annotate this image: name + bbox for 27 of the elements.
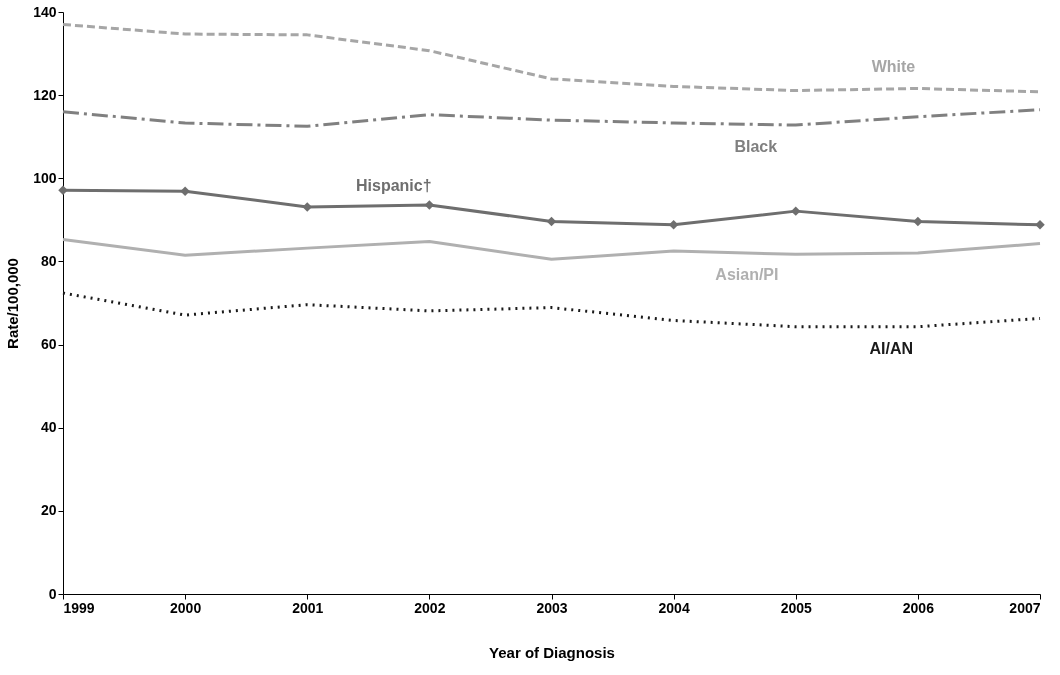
line-series (61, 237, 1042, 261)
series-label: Hispanic† (356, 177, 432, 195)
x-tick-label: 2005 (780, 599, 813, 616)
x-tick-label: 2006 (902, 599, 935, 616)
x-tick-label: 2007 (1009, 599, 1041, 616)
line-series (61, 108, 1042, 128)
series-label: White (871, 57, 916, 75)
x-tick-label: 2003 (536, 599, 568, 616)
y-tick-label: 40 (40, 419, 57, 436)
x-axis-title: Year of Diagnosis (489, 643, 615, 661)
series-label: AI/AN (869, 339, 914, 357)
y-axis-title: Rate/100,000 (4, 258, 22, 349)
x-tick-label: 2001 (292, 599, 324, 616)
x-tick-label: 2002 (414, 599, 446, 616)
y-tick-label: 140 (33, 3, 57, 20)
y-tick-label: 60 (40, 336, 57, 353)
y-tick-label: 100 (33, 169, 57, 186)
line-series (61, 291, 1042, 329)
y-tick-label: 80 (40, 252, 57, 269)
x-tick-label: 1999 (63, 599, 95, 616)
y-tick-label: 20 (40, 502, 57, 519)
x-tick-label: 2004 (658, 599, 690, 616)
series-label: Black (734, 138, 778, 156)
y-tick-label: 120 (33, 86, 57, 103)
y-tick-label: 0 (48, 585, 57, 602)
x-tick-label: 2000 (170, 599, 202, 616)
series-label: Asian/PI (715, 266, 779, 284)
